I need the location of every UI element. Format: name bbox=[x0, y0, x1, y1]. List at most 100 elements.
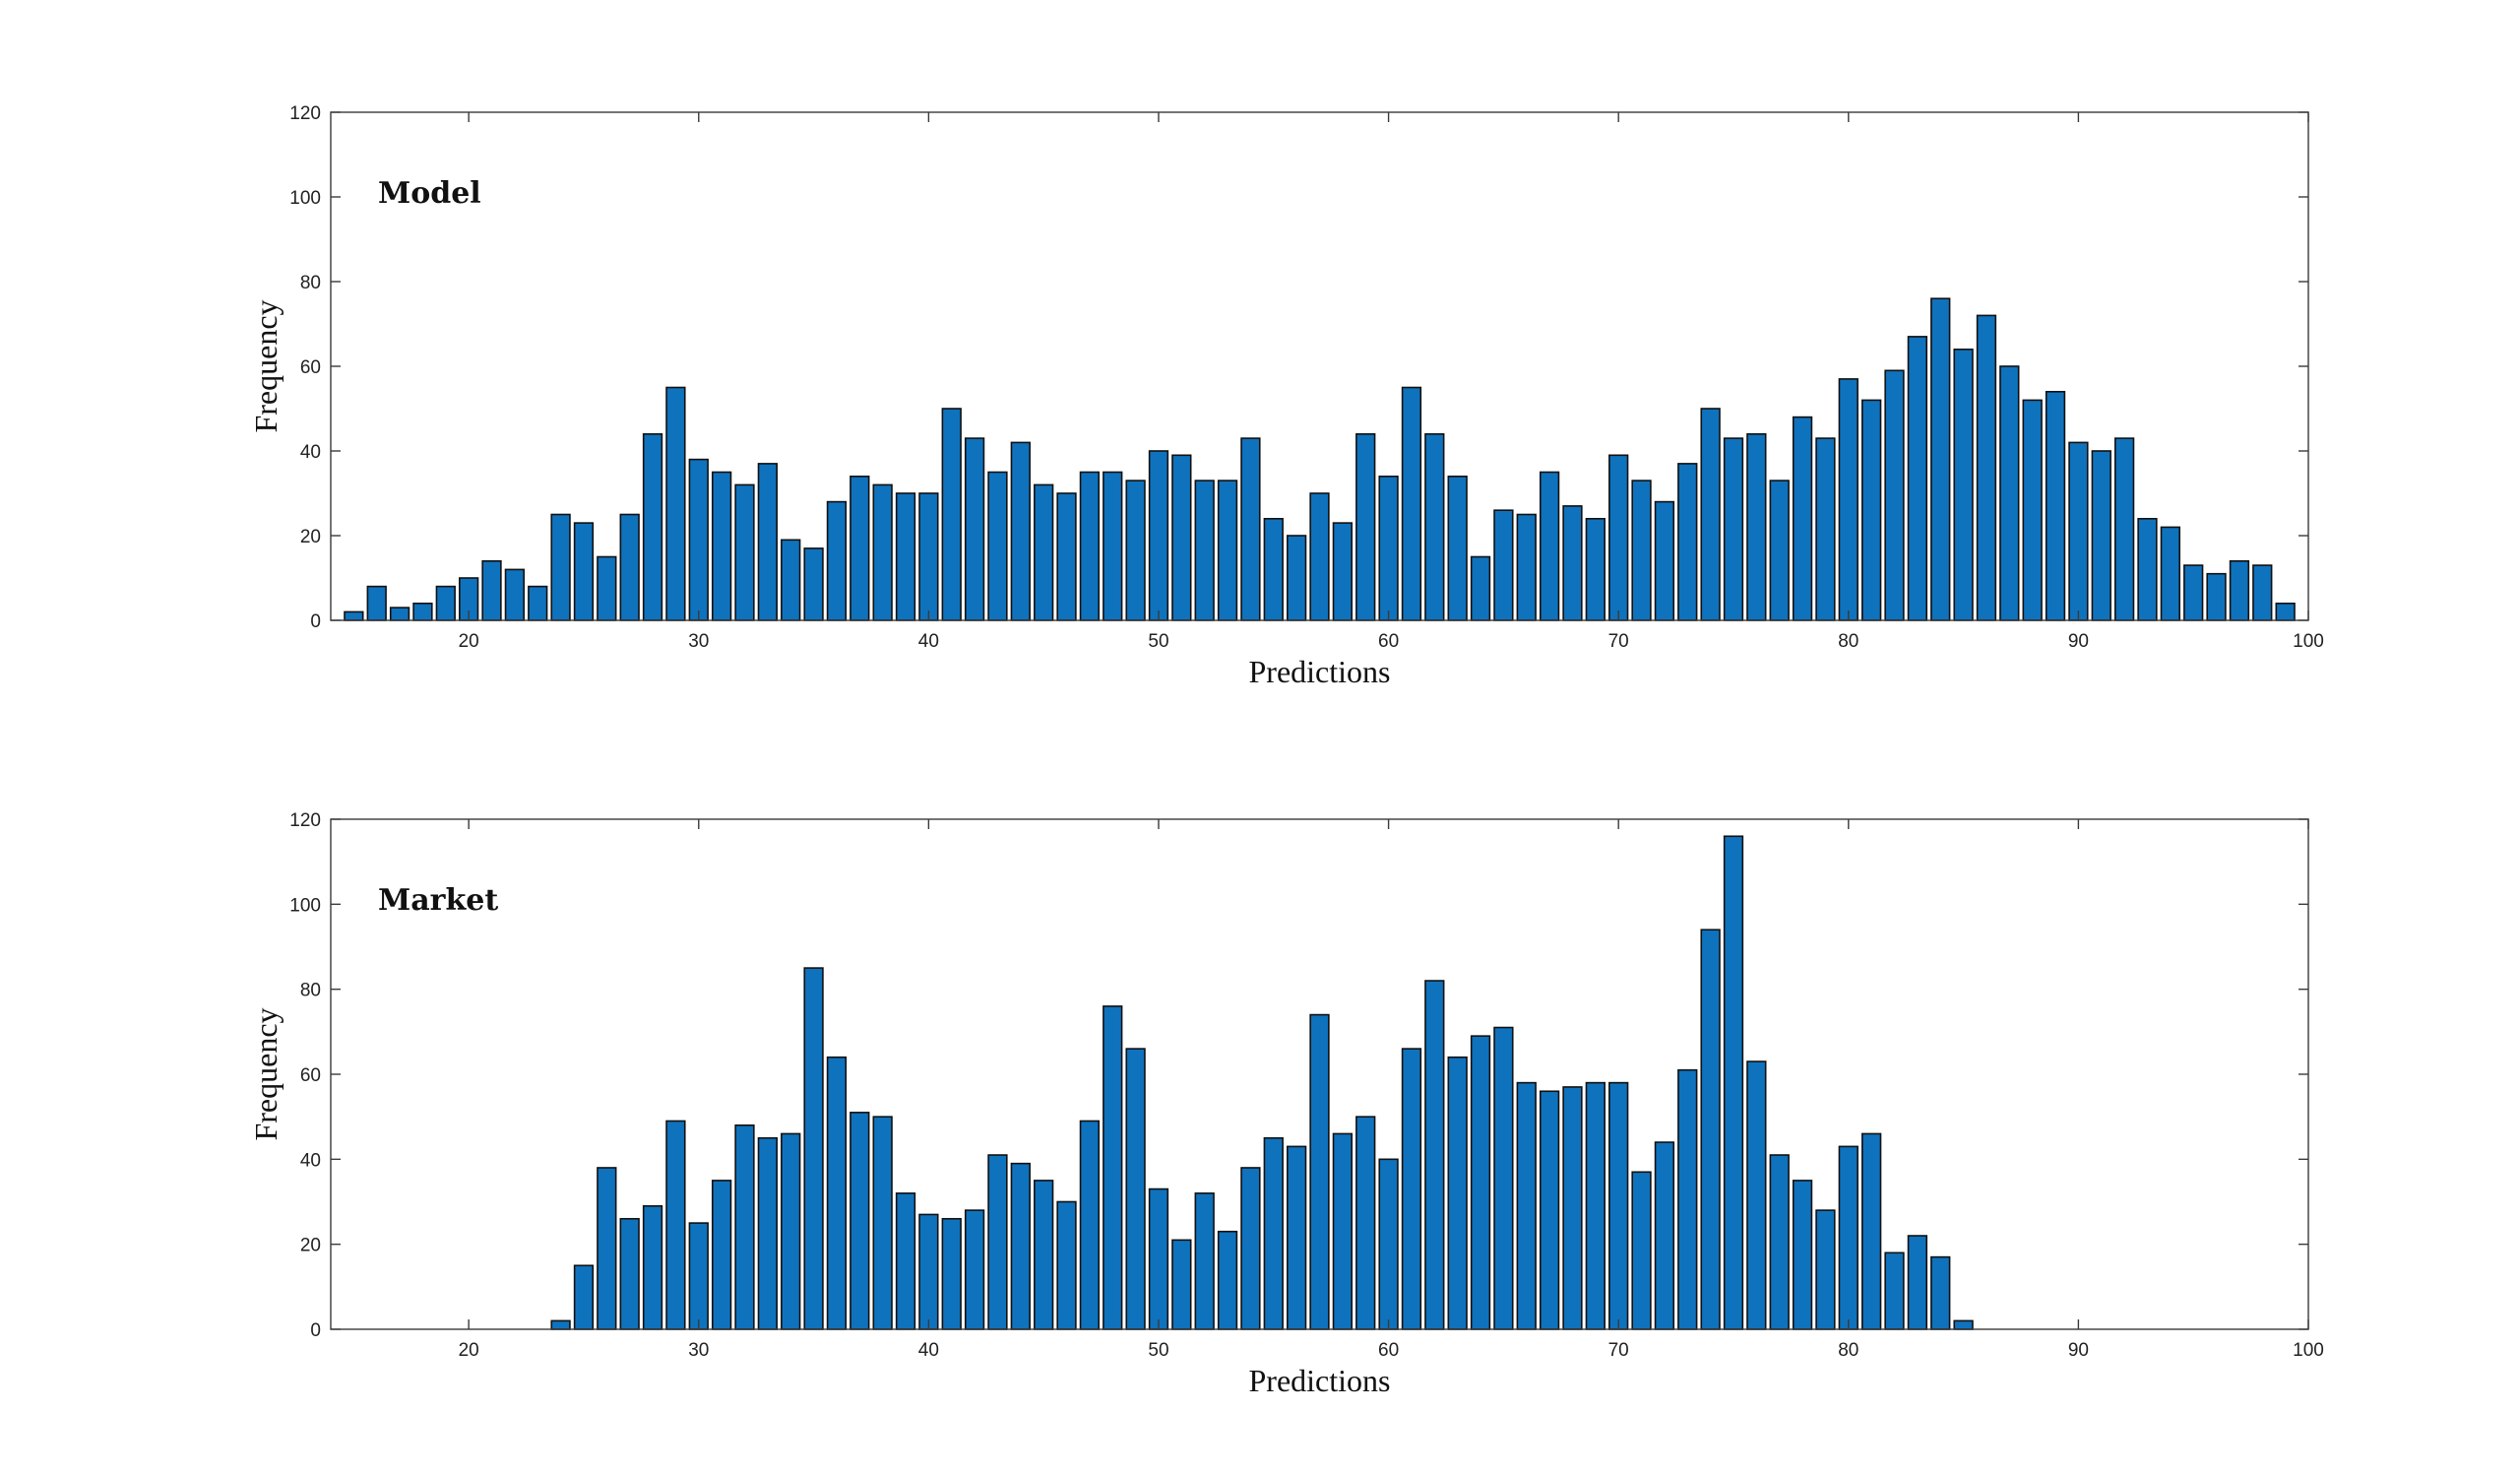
bar bbox=[1424, 432, 1445, 621]
bar bbox=[1125, 480, 1146, 621]
bar bbox=[711, 471, 732, 621]
y-tick-label: 80 bbox=[300, 273, 321, 293]
bar bbox=[619, 1217, 640, 1330]
bar bbox=[1217, 1230, 1238, 1330]
bar bbox=[734, 1124, 755, 1330]
bar bbox=[2275, 602, 2296, 621]
bar bbox=[1539, 471, 1560, 621]
x-tick-label: 100 bbox=[2293, 1340, 2324, 1361]
bar bbox=[1447, 475, 1468, 621]
bar bbox=[1585, 1081, 1606, 1330]
bar bbox=[872, 1116, 893, 1330]
y-tick-label: 100 bbox=[289, 188, 321, 209]
bar bbox=[2137, 517, 2158, 621]
bar bbox=[1493, 1026, 1514, 1330]
x-axis-label: Predictions bbox=[1249, 654, 1391, 689]
bar bbox=[781, 539, 801, 621]
bar bbox=[2045, 390, 2066, 621]
bar bbox=[550, 1319, 571, 1330]
bars bbox=[344, 297, 2296, 621]
bar bbox=[1884, 369, 1905, 621]
bar bbox=[1516, 1081, 1537, 1330]
bar bbox=[412, 602, 433, 621]
bar bbox=[1287, 1145, 1307, 1330]
bar bbox=[850, 1112, 870, 1330]
bar bbox=[1677, 1068, 1698, 1330]
bar bbox=[1700, 408, 1721, 621]
bar bbox=[1263, 1136, 1284, 1330]
bar bbox=[1056, 492, 1077, 621]
x-tick-label: 70 bbox=[1608, 1340, 1629, 1361]
bar bbox=[1034, 1180, 1054, 1330]
bar bbox=[1976, 314, 1997, 621]
bar bbox=[1562, 505, 1583, 621]
bar bbox=[1516, 513, 1537, 621]
bar bbox=[1723, 437, 1744, 621]
bar bbox=[2091, 450, 2111, 621]
bar bbox=[642, 432, 663, 621]
bar bbox=[1999, 365, 2020, 621]
bar bbox=[1217, 480, 1238, 621]
bar bbox=[688, 1222, 709, 1330]
y-tick-label: 0 bbox=[310, 1320, 321, 1341]
bar bbox=[1746, 432, 1767, 621]
bar bbox=[1355, 432, 1376, 621]
bar bbox=[1631, 480, 1652, 621]
bar bbox=[688, 458, 709, 621]
bar bbox=[941, 408, 962, 621]
bar bbox=[344, 610, 364, 621]
x-tick-label: 20 bbox=[459, 1340, 479, 1361]
bar bbox=[964, 1209, 985, 1330]
bar bbox=[1654, 500, 1675, 621]
bar bbox=[1194, 480, 1215, 621]
x-tick-label: 30 bbox=[688, 631, 709, 652]
bar bbox=[1240, 1167, 1261, 1330]
bar bbox=[1769, 480, 1790, 621]
bar bbox=[642, 1205, 663, 1330]
x-tick-label: 30 bbox=[688, 1340, 709, 1361]
bar bbox=[619, 513, 640, 621]
panel-label: Model bbox=[378, 176, 481, 211]
bar bbox=[1769, 1154, 1790, 1330]
bar bbox=[665, 1120, 686, 1330]
y-tick-label: 120 bbox=[289, 810, 321, 831]
bar bbox=[665, 386, 686, 621]
bar bbox=[987, 1154, 1008, 1330]
bar bbox=[573, 1264, 595, 1330]
bar bbox=[2229, 559, 2250, 621]
bar bbox=[1470, 1035, 1491, 1330]
bar bbox=[987, 471, 1008, 621]
bar bbox=[366, 585, 387, 621]
bar bbox=[1355, 1116, 1376, 1330]
bar bbox=[757, 1136, 778, 1330]
bar bbox=[1263, 517, 1284, 621]
bar bbox=[1470, 555, 1491, 621]
bar bbox=[1700, 929, 1721, 1330]
y-tick-label: 100 bbox=[289, 895, 321, 916]
bar bbox=[528, 585, 548, 621]
bar bbox=[1171, 1239, 1192, 1330]
bar bbox=[1493, 509, 1514, 621]
y-tick-label: 0 bbox=[310, 611, 321, 632]
bar bbox=[1010, 1162, 1031, 1330]
bar bbox=[1723, 835, 1744, 1330]
bar bbox=[1401, 386, 1422, 621]
model-histogram-panel: 20 30 40 50 60 70 80 90 100 0 20 40 60 80 100 120 Predic… bbox=[248, 103, 2324, 689]
bar bbox=[1861, 1132, 1882, 1330]
bar bbox=[1010, 441, 1031, 621]
bar bbox=[2206, 572, 2227, 621]
bar bbox=[481, 559, 502, 621]
bar bbox=[1240, 437, 1261, 621]
bar bbox=[895, 1192, 916, 1330]
y-tick-label: 80 bbox=[300, 981, 321, 1001]
bar bbox=[872, 483, 893, 621]
bars bbox=[550, 835, 1974, 1330]
bar bbox=[550, 513, 571, 621]
bar bbox=[1401, 1048, 1422, 1330]
bar bbox=[781, 1132, 801, 1330]
bar bbox=[1792, 416, 1813, 621]
bar bbox=[1171, 454, 1192, 621]
bar bbox=[1677, 463, 1698, 621]
bar bbox=[941, 1217, 962, 1330]
